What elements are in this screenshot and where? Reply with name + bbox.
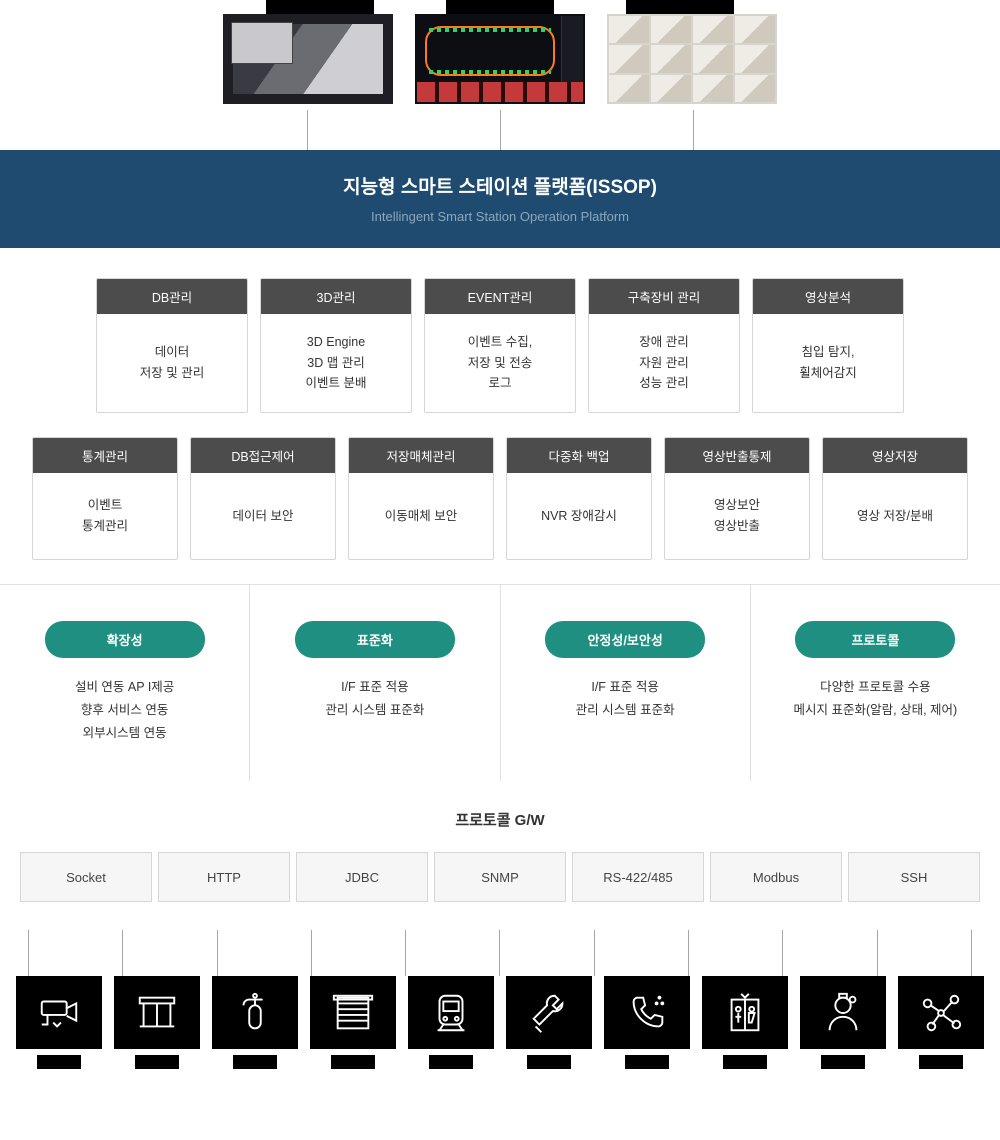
- module-body: 데이터 저장 및 관리: [97, 314, 247, 412]
- pillar: 안정성/보안성 I/F 표준 적용관리 시스템 표준화: [501, 585, 751, 781]
- elevator-icon: [702, 976, 788, 1049]
- module-card: 영상저장영상 저장/분배: [822, 437, 968, 560]
- pillar-item: I/F 표준 적용: [521, 676, 730, 699]
- module-body: 영상보안 영상반출: [665, 473, 809, 559]
- pillar-items: 설비 연동 AP I제공향후 서비스 연동외부시스템 연동: [20, 676, 229, 745]
- pillar-label: 표준화: [295, 621, 455, 658]
- top-tab: [446, 0, 554, 14]
- sensor-network-icon: [898, 976, 984, 1049]
- tools-icon: [506, 976, 592, 1049]
- gateway-title: 프로토콜 G/W: [16, 809, 984, 830]
- module-card: DB관리데이터 저장 및 관리: [96, 278, 248, 413]
- screenshot-track-chain: [415, 14, 585, 104]
- screenshot-3d-view: [223, 14, 393, 104]
- call-icon: [604, 976, 690, 1049]
- pillars-row: 확장성설비 연동 AP I제공향후 서비스 연동외부시스템 연동 표준화 I/F 표…: [0, 584, 1000, 781]
- protocol-box: JDBC: [296, 852, 428, 902]
- pillar-item: 설비 연동 AP I제공: [20, 676, 229, 699]
- staff-icon: [800, 976, 886, 1049]
- module-header: 영상반출통제: [665, 438, 809, 473]
- pillar-items: I/F 표준 적용관리 시스템 표준화: [521, 676, 730, 722]
- module-header: 영상저장: [823, 438, 967, 473]
- top-screenshots-row: [0, 14, 1000, 110]
- pillar-item: I/F 표준 적용: [270, 676, 479, 699]
- top-tabs: [0, 0, 1000, 14]
- module-card: 구축장비 관리장애 관리 자원 관리 성능 관리: [588, 278, 740, 413]
- module-body: 영상 저장/분배: [823, 473, 967, 559]
- train-icon: [408, 976, 494, 1049]
- bottom-connectors: [0, 930, 1000, 976]
- top-connectors: [0, 110, 1000, 150]
- module-card: 영상분석침입 탐지, 휠체어감지: [752, 278, 904, 413]
- psd-gate-icon: [114, 976, 200, 1049]
- protocol-box: HTTP: [158, 852, 290, 902]
- pillar-item: 다양한 프로토콜 수용: [771, 676, 980, 699]
- screenshot-cctv-grid: [607, 14, 777, 104]
- top-tab: [626, 0, 734, 14]
- module-header: DB관리: [97, 279, 247, 314]
- module-header: 3D관리: [261, 279, 411, 314]
- module-body: 이동매체 보안: [349, 473, 493, 559]
- module-body: 장애 관리 자원 관리 성능 관리: [589, 314, 739, 412]
- module-body: NVR 장애감시: [507, 473, 651, 559]
- module-card: 영상반출통제영상보안 영상반출: [664, 437, 810, 560]
- pillar-item: 외부시스템 연동: [20, 722, 229, 745]
- module-header: 영상분석: [753, 279, 903, 314]
- module-header: 통계관리: [33, 438, 177, 473]
- module-body: 데이터 보안: [191, 473, 335, 559]
- device-icons-row: [0, 976, 1000, 1049]
- pillar-item: 향후 서비스 연동: [20, 699, 229, 722]
- module-header: 저장매체관리: [349, 438, 493, 473]
- pillar-items: 다양한 프로토콜 수용메시지 표준화(알람, 상태, 제어): [771, 676, 980, 722]
- module-card: EVENT관리이벤트 수집, 저장 및 전송 로그: [424, 278, 576, 413]
- pillar-item: 관리 시스템 표준화: [270, 699, 479, 722]
- modules-row-2: 통계관리이벤트 통계관리DB접근제어데이터 보안저장매체관리이동매체 보안다중화…: [30, 437, 970, 560]
- pillar: 프로토콜다양한 프로토콜 수용메시지 표준화(알람, 상태, 제어): [751, 585, 1000, 781]
- module-body: 3D Engine 3D 맵 관리 이벤트 분배: [261, 314, 411, 412]
- pillar-label: 안정성/보안성: [545, 621, 705, 658]
- module-card: 3D관리3D Engine 3D 맵 관리 이벤트 분배: [260, 278, 412, 413]
- protocol-box: RS-422/485: [572, 852, 704, 902]
- banner-subtitle: Intellingent Smart Station Operation Pla…: [0, 209, 1000, 224]
- protocol-row: SocketHTTPJDBCSNMPRS-422/485ModbusSSH: [16, 852, 984, 902]
- fire-extinguisher-icon: [212, 976, 298, 1049]
- module-header: 다중화 백업: [507, 438, 651, 473]
- pillar-label: 프로토콜: [795, 621, 955, 658]
- pillar-label: 확장성: [45, 621, 205, 658]
- pillar-item: 메시지 표준화(알람, 상태, 제어): [771, 699, 980, 722]
- bottom-tabs: [0, 1049, 1000, 1069]
- module-card: 다중화 백업NVR 장애감시: [506, 437, 652, 560]
- protocol-box: Socket: [20, 852, 152, 902]
- module-body: 이벤트 수집, 저장 및 전송 로그: [425, 314, 575, 412]
- modules-panel: DB관리데이터 저장 및 관리3D관리3D Engine 3D 맵 관리 이벤트…: [0, 248, 1000, 584]
- issop-architecture-diagram: 지능형 스마트 스테이션 플랫폼(ISSOP) Intellingent Sma…: [0, 0, 1000, 1069]
- module-header: DB접근제어: [191, 438, 335, 473]
- protocol-box: SNMP: [434, 852, 566, 902]
- module-header: 구축장비 관리: [589, 279, 739, 314]
- pillar-item: 관리 시스템 표준화: [521, 699, 730, 722]
- cctv-camera-icon: [16, 976, 102, 1049]
- module-header: EVENT관리: [425, 279, 575, 314]
- module-body: 이벤트 통계관리: [33, 473, 177, 559]
- protocol-gateway: 프로토콜 G/W SocketHTTPJDBCSNMPRS-422/485Mod…: [0, 781, 1000, 930]
- module-card: 저장매체관리이동매체 보안: [348, 437, 494, 560]
- module-card: DB접근제어데이터 보안: [190, 437, 336, 560]
- pillar: 표준화 I/F 표준 적용관리 시스템 표준화: [250, 585, 500, 781]
- shutter-icon: [310, 976, 396, 1049]
- module-card: 통계관리이벤트 통계관리: [32, 437, 178, 560]
- top-tab: [266, 0, 374, 14]
- banner-title: 지능형 스마트 스테이션 플랫폼(ISSOP): [0, 172, 1000, 199]
- platform-banner: 지능형 스마트 스테이션 플랫폼(ISSOP) Intellingent Sma…: [0, 150, 1000, 248]
- protocol-box: Modbus: [710, 852, 842, 902]
- module-body: 침입 탐지, 휠체어감지: [753, 314, 903, 412]
- protocol-box: SSH: [848, 852, 980, 902]
- pillar-items: I/F 표준 적용관리 시스템 표준화: [270, 676, 479, 722]
- modules-row-1: DB관리데이터 저장 및 관리3D관리3D Engine 3D 맵 관리 이벤트…: [30, 278, 970, 413]
- pillar: 확장성설비 연동 AP I제공향후 서비스 연동외부시스템 연동: [0, 585, 250, 781]
